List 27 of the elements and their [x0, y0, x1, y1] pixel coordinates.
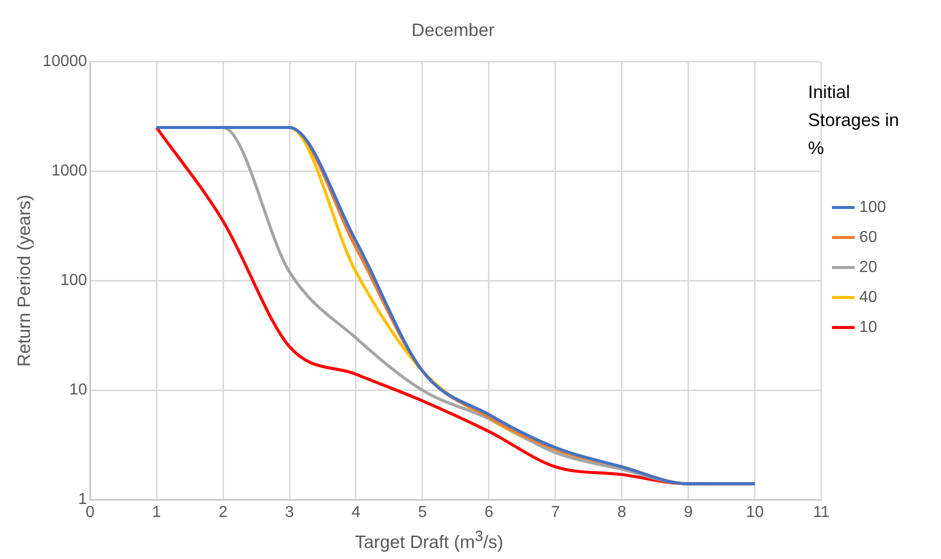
legend-label: 40: [859, 288, 878, 306]
x-tick-label: 10: [746, 504, 764, 521]
x-tick-label: 3: [285, 504, 294, 521]
x-tick-label: 6: [484, 504, 494, 521]
x-tick-label: 7: [550, 504, 560, 521]
legend-title: Initial Storages in %: [808, 81, 900, 160]
x-tick-label: 11: [813, 504, 830, 521]
chart-title: December: [411, 20, 495, 40]
legend-label: 60: [859, 228, 878, 246]
x-tick-label: 0: [86, 504, 95, 521]
x-axis-title: Target Draft (m$^{3}$/s): [354, 528, 504, 553]
x-tick-label: 9: [684, 504, 693, 521]
x-tick-label: 4: [352, 504, 361, 521]
x-tick-label: 8: [617, 504, 626, 521]
y-tick-label: 1000: [52, 162, 88, 180]
x-tick-label: 1: [152, 504, 162, 521]
y-tick-label: 10000: [42, 53, 88, 70]
x-tick-label: 5: [418, 504, 428, 521]
legend-label: 100: [859, 198, 886, 216]
line-series: [155, 126, 756, 486]
y-axis-title: Return Period (years): [14, 194, 34, 367]
y-tick-label: 1: [78, 491, 88, 508]
legend-label: 10: [859, 318, 878, 336]
legend-label: 20: [859, 258, 878, 276]
y-tick-label: 100: [60, 272, 88, 290]
y-tick-label: 10: [69, 382, 88, 399]
x-tick-label: 2: [218, 504, 228, 521]
